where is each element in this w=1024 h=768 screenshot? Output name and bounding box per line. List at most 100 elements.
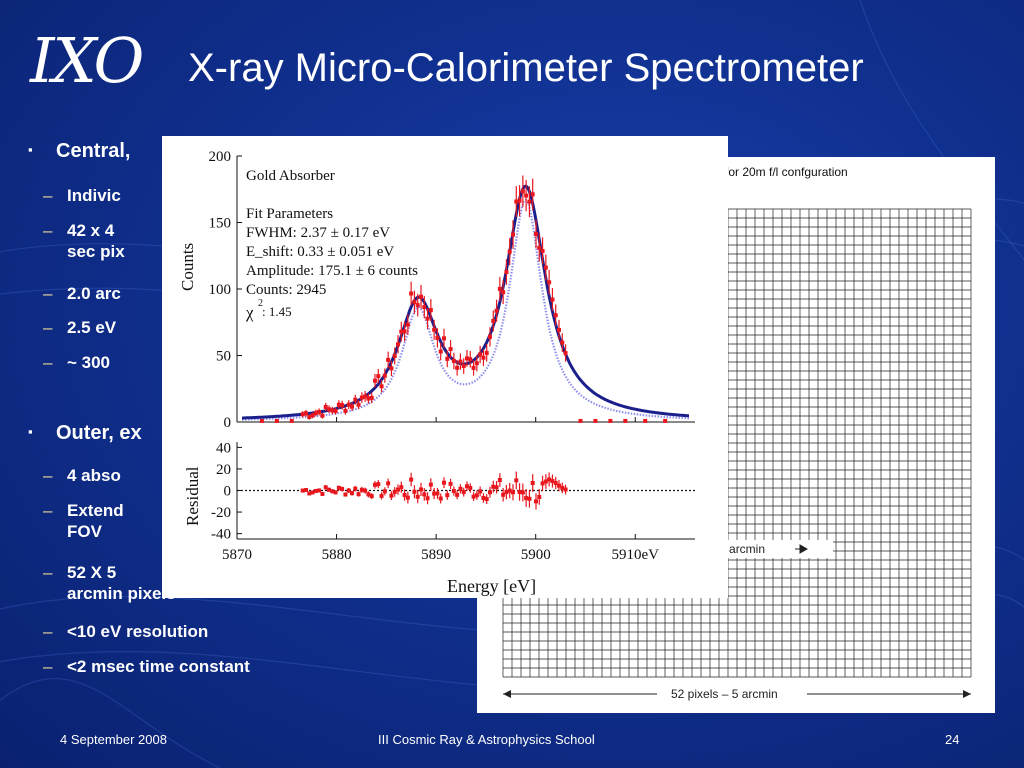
residual-point: [392, 487, 397, 497]
residual-marker: [340, 487, 345, 492]
residual-marker: [310, 490, 315, 495]
residual-marker: [320, 491, 325, 496]
residual-marker: [474, 493, 479, 498]
data-marker: [623, 418, 628, 423]
data-marker: [524, 193, 529, 198]
residual-marker: [333, 490, 338, 495]
residual-marker: [563, 487, 568, 492]
data-point: [435, 328, 440, 348]
residual-point: [520, 483, 525, 502]
model-curve: [242, 198, 689, 421]
residual-marker: [412, 489, 417, 494]
data-point: [445, 350, 450, 368]
data-marker: [497, 286, 502, 291]
data-marker: [643, 418, 648, 423]
sub-bullet-item: –52 X 5 arcmin pixels: [0, 562, 527, 604]
sub-bullet-item: – ~ 300: [0, 352, 527, 373]
data-point: [464, 350, 469, 367]
sub-bullet-marker: –: [43, 353, 53, 372]
data-marker: [382, 373, 387, 378]
data-point: [353, 394, 358, 405]
sub-bullet-item: –4 abso: [0, 465, 527, 486]
residual-point: [320, 491, 325, 496]
residual-point: [533, 493, 538, 510]
residual-point: [560, 482, 565, 494]
data-point: [405, 314, 410, 335]
residual-marker: [527, 496, 532, 501]
bullet-text: Central,: [56, 140, 131, 162]
residual-marker: [464, 484, 469, 489]
data-marker: [392, 353, 397, 358]
residual-point: [563, 484, 568, 495]
data-marker: [550, 297, 555, 302]
residual-point: [487, 486, 492, 498]
data-point: [550, 287, 555, 312]
data-marker: [379, 384, 384, 389]
data-point: [363, 391, 368, 402]
data-point: [382, 368, 387, 383]
residual-point: [501, 488, 506, 502]
residual-marker: [382, 489, 387, 494]
data-marker: [527, 199, 532, 204]
residual-marker: [392, 489, 397, 494]
data-point: [340, 400, 345, 410]
residual-marker: [560, 485, 565, 490]
residual-point: [464, 481, 469, 491]
residual-point: [353, 485, 358, 492]
sub-bullet-item: –2.5 eV: [0, 317, 527, 338]
annotation-chi-symbol: χ: [245, 303, 254, 322]
data-point: [320, 412, 325, 419]
data-point: [317, 408, 322, 416]
y-axis-label: Counts: [178, 243, 197, 291]
residual-marker: [409, 477, 414, 482]
residual-marker: [455, 492, 460, 497]
data-point: [556, 319, 561, 340]
residual-marker: [376, 482, 381, 487]
data-marker: [663, 418, 668, 423]
residual-point: [524, 489, 529, 507]
data-point: [300, 411, 305, 418]
residual-point: [333, 490, 338, 495]
data-point: [455, 360, 460, 376]
residual-point: [527, 490, 532, 508]
data-marker: [510, 232, 515, 237]
data-point: [481, 349, 486, 367]
data-marker: [412, 300, 417, 305]
residual-point: [530, 474, 535, 492]
data-marker: [307, 415, 312, 420]
data-point: [524, 179, 529, 212]
residual-point: [359, 486, 364, 493]
residual-marker: [307, 491, 312, 496]
data-marker: [435, 335, 440, 340]
residual-point: [336, 485, 341, 491]
data-marker: [608, 418, 613, 423]
data-marker: [563, 351, 568, 356]
data-marker: [494, 308, 499, 313]
sub-bullet-line: <10 eV resolution: [67, 622, 209, 641]
residual-point: [550, 474, 555, 488]
sub-bullet-line: 42 x 4: [67, 221, 115, 240]
data-marker: [593, 418, 598, 423]
residual-point: [330, 489, 335, 494]
residual-marker: [547, 477, 552, 482]
y-tick-label: 50: [216, 349, 231, 365]
annotation-counts: Counts: 2945: [246, 282, 326, 298]
data-point: [356, 400, 361, 410]
residual-marker: [507, 488, 512, 493]
sub-bullet-line: FOV: [67, 522, 102, 541]
data-marker: [461, 364, 466, 369]
data-marker: [363, 394, 368, 399]
sub-bullet-line: 2.0 arc: [67, 284, 121, 303]
data-marker: [386, 357, 391, 362]
residual-point: [369, 493, 374, 500]
data-point: [533, 219, 538, 249]
residual-marker: [317, 488, 322, 493]
data-point: [379, 379, 384, 393]
data-point: [346, 400, 351, 410]
data-marker: [395, 342, 400, 347]
data-point: [471, 360, 476, 376]
residual-marker: [353, 486, 358, 491]
annotation-eshift: E_shift: 0.33 ± 0.051 eV: [246, 244, 394, 260]
data-point: [402, 321, 407, 342]
x-tick-label: 5910eV: [612, 547, 660, 563]
